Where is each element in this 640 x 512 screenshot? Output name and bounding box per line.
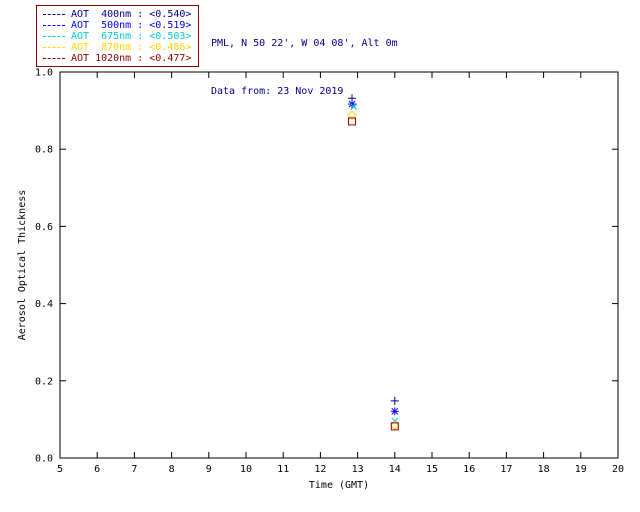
- axis-tick-label: 15: [426, 464, 438, 475]
- plot-header: PML, N 50 22', W 04 08', Alt 0m Data fro…: [211, 4, 398, 132]
- legend-item-label: AOT 1020nm : <0.477>: [71, 53, 192, 64]
- axis-tick-label: 0.2: [35, 376, 53, 387]
- legend-item: AOT 400nm : <0.540>: [43, 9, 191, 20]
- data-point-marker: [348, 100, 356, 108]
- series-aot-400nm: [348, 94, 399, 405]
- data-date-text: Data from: 23 Nov 2019: [211, 86, 344, 97]
- axis-tick-label: 7: [131, 464, 137, 475]
- axis-tick-label: 9: [206, 464, 212, 475]
- legend-line-sample: [43, 58, 65, 59]
- axis-tick-label: 11: [277, 464, 289, 475]
- legend-line-sample: [43, 14, 65, 15]
- axis-tick-label: 5: [57, 464, 63, 475]
- axis-tick-label: 0.0: [35, 454, 53, 465]
- series-aot-1020nm: [348, 117, 399, 431]
- data-point-marker: [350, 103, 358, 111]
- legend-item-label: AOT 400nm : <0.540>: [71, 9, 192, 20]
- axis-tick-label: 14: [389, 464, 401, 475]
- legend-line-sample: [43, 25, 65, 26]
- axis-tick-label: 10: [240, 464, 252, 475]
- axis-tick-label: 0.4: [35, 299, 53, 310]
- data-point-marker: [391, 407, 399, 415]
- axis-tick-label: 0.8: [35, 145, 53, 156]
- axis-tick-label: 6: [94, 464, 100, 475]
- plot-frame: [59, 71, 619, 459]
- x-axis-title: Time (GMT): [309, 480, 369, 491]
- data-point-marker: [348, 117, 357, 126]
- series-aot-870nm: [347, 110, 400, 431]
- data-point-marker: [347, 110, 357, 120]
- y-axis-title: Aerosol Optical Thickness: [17, 190, 28, 341]
- axis-tick-label: 0.6: [35, 222, 53, 233]
- legend-item: AOT 675nm : <0.503>: [43, 31, 191, 42]
- legend-line-sample: [43, 47, 65, 48]
- legend-item: AOT 1020nm : <0.477>: [43, 53, 191, 64]
- axis-tick-label: 17: [500, 464, 512, 475]
- axis-tick-label: 16: [463, 464, 475, 475]
- legend-box: AOT 400nm : <0.540> AOT 500nm : <0.519> …: [36, 5, 200, 67]
- axis-tick-label: 19: [575, 464, 587, 475]
- y-axis: 0.0 0.2 0.4 0.6 0.8 1.0 Aerosol Optical Thickn…: [17, 68, 618, 465]
- legend-item-label: AOT 675nm : <0.503>: [71, 31, 192, 42]
- axis-tick-label: 12: [314, 464, 326, 475]
- legend-item-label: AOT 500nm : <0.519>: [71, 20, 192, 31]
- axis-tick-label: 18: [538, 464, 550, 475]
- x-axis: 5 6 7 8 9 10 11 12 13 14 15 16 17 18 19 20 Time (GMT): [57, 72, 624, 491]
- station-location-text: PML, N 50 22', W 04 08', Alt 0m: [211, 38, 398, 49]
- axis-tick-label: 20: [612, 464, 624, 475]
- axis-tick-label: 13: [352, 464, 364, 475]
- legend-line-sample: [43, 36, 65, 37]
- legend-item: AOT 870nm : <0.486>: [43, 42, 191, 53]
- series-aot-500nm: [348, 100, 399, 416]
- legend-item-label: AOT 870nm : <0.486>: [71, 42, 192, 53]
- axis-tick-label: 8: [169, 464, 175, 475]
- axis-tick-label: 1.0: [35, 68, 53, 79]
- legend-item: AOT 500nm : <0.519>: [43, 20, 191, 31]
- data-point-marker: [390, 422, 399, 431]
- series-aot-675nm: [350, 103, 399, 425]
